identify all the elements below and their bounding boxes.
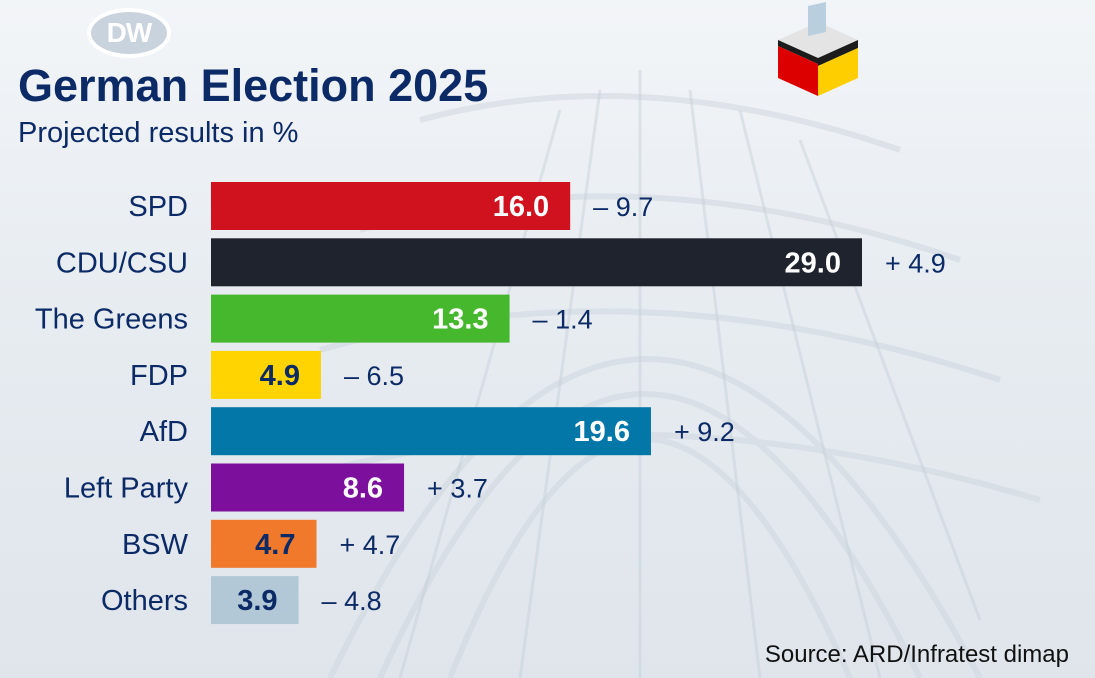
ballot-box-icon: [778, 2, 858, 96]
ballot-box-red-face: [778, 46, 818, 96]
category-label-the-greens: The Greens: [35, 304, 188, 336]
change-label-cdu-csu: + 4.9: [885, 248, 946, 278]
value-label-the-greens: 13.3: [432, 304, 488, 336]
ballot-box-black-face: [778, 40, 818, 64]
ballot-box-black-side: [818, 40, 858, 66]
change-label-afd: + 9.2: [674, 417, 735, 447]
bar-the-greens: [211, 294, 510, 343]
bar-afd: [211, 407, 651, 456]
bar-left-party: [211, 463, 405, 512]
value-label-left-party: 8.6: [343, 473, 383, 505]
change-label-spd: – 9.7: [593, 192, 653, 222]
bar-spd: [211, 182, 571, 230]
category-label-fdp: FDP: [130, 360, 188, 392]
change-label-the-greens: – 1.4: [533, 305, 593, 335]
category-label-afd: AfD: [140, 416, 188, 448]
category-label-bsw: BSW: [122, 529, 189, 561]
value-label-others: 3.9: [237, 585, 277, 617]
ballot-paper: [808, 2, 826, 36]
chart-title: German Election 2025: [18, 60, 489, 111]
change-label-others: – 4.8: [322, 586, 382, 616]
source-note: Source: ARD/Infratest dimap: [764, 641, 1069, 668]
dw-logo-text: DW: [106, 17, 153, 48]
ballot-box-gold-face: [818, 48, 858, 96]
bar-cdu-csu: [211, 238, 862, 287]
change-label-fdp: – 6.5: [344, 361, 404, 391]
value-label-afd: 19.6: [574, 416, 630, 448]
category-label-others: Others: [101, 585, 188, 617]
bar-bsw: [211, 519, 317, 568]
value-label-spd: 16.0: [493, 191, 549, 223]
chart-subtitle: Projected results in %: [18, 117, 299, 149]
dw-logo: DW: [87, 8, 171, 58]
bar-fdp: [211, 350, 321, 399]
change-label-left-party: + 3.7: [427, 474, 488, 504]
category-label-spd: SPD: [128, 191, 188, 223]
value-label-bsw: 4.7: [255, 529, 295, 561]
category-label-cdu-csu: CDU/CSU: [56, 247, 188, 279]
change-label-bsw: + 4.7: [340, 530, 401, 560]
category-label-left-party: Left Party: [64, 473, 189, 505]
bar-others: [211, 576, 299, 625]
value-label-fdp: 4.9: [260, 360, 300, 392]
value-label-cdu-csu: 29.0: [785, 247, 841, 279]
